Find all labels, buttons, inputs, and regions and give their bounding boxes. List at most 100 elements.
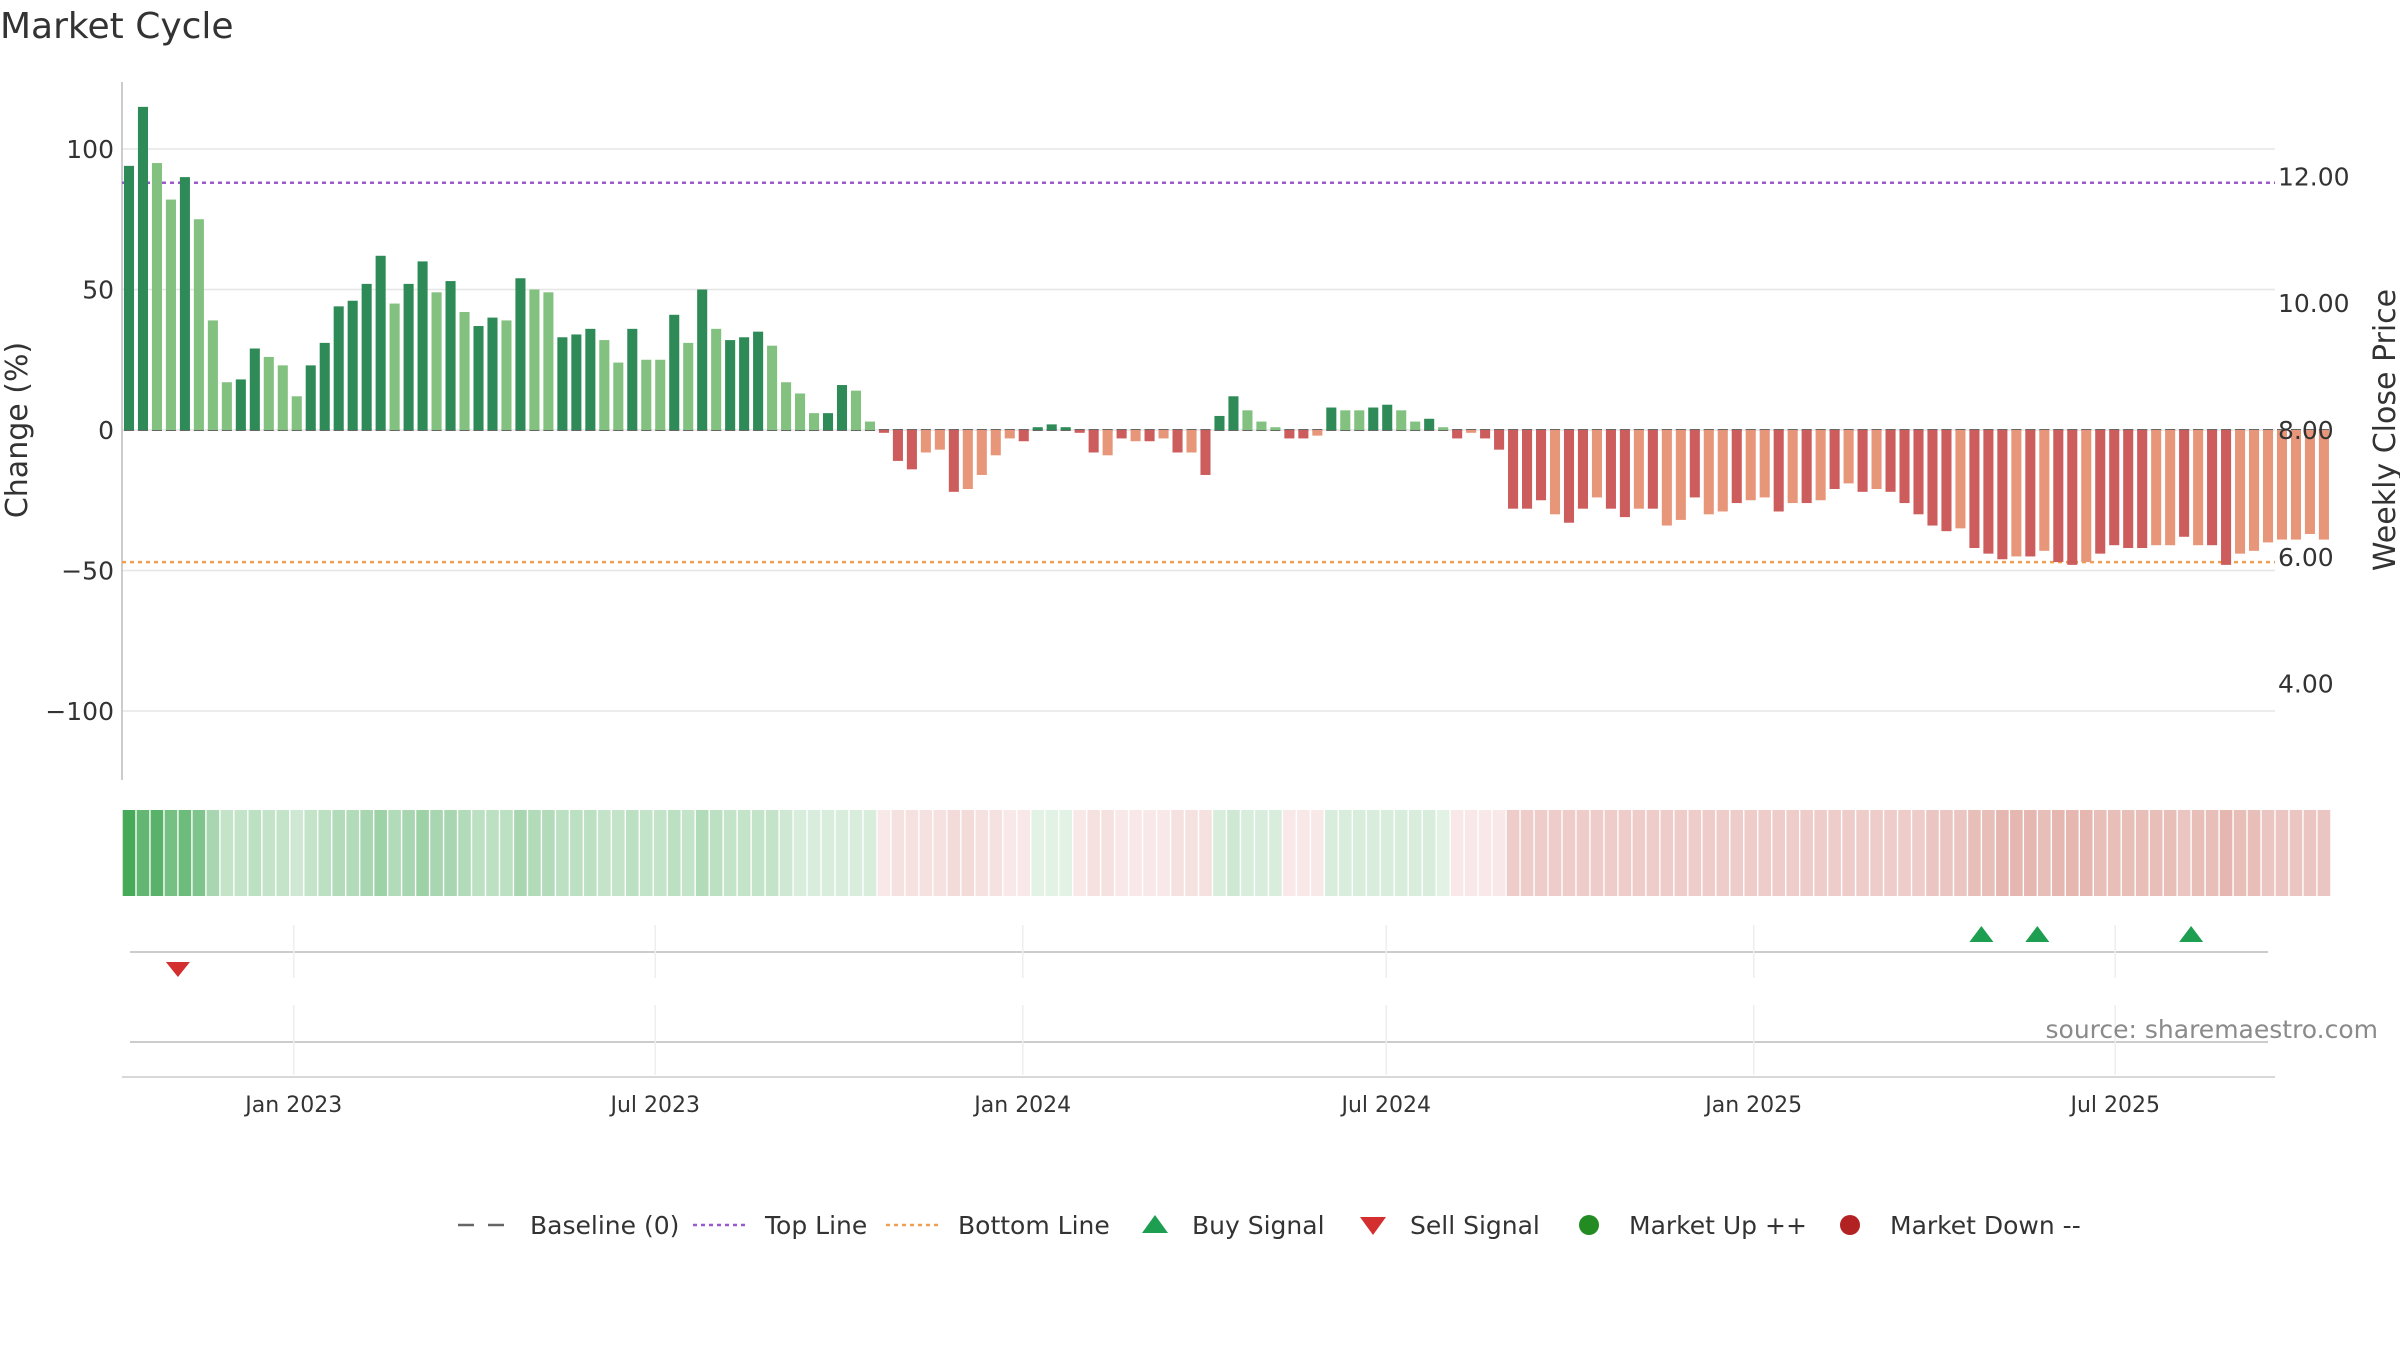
heatmap-cell <box>1506 810 1520 896</box>
bar <box>2081 430 2092 563</box>
heatmap-cell <box>1045 810 1058 896</box>
heatmap-cell <box>2233 810 2247 896</box>
heatmap-cell <box>150 810 164 896</box>
heatmap-cell <box>2205 810 2219 896</box>
heatmap-cell <box>402 810 415 896</box>
bar <box>1172 430 1183 453</box>
heatmap-cell <box>1898 810 1911 896</box>
date-tick-label: Jan 2024 <box>972 1093 1071 1118</box>
bar <box>1522 430 1533 509</box>
heatmap-cell <box>891 810 905 896</box>
bar <box>1731 430 1742 504</box>
bar <box>1508 430 1519 509</box>
heatmap-cell <box>570 810 583 896</box>
heatmap-cell <box>1632 810 1646 896</box>
y2-axis-label: Weekly Close Price <box>2368 289 2400 571</box>
bar <box>822 413 834 430</box>
bar <box>1913 430 1924 515</box>
y-axis-label: Change (%) <box>0 342 35 518</box>
bar <box>2179 430 2190 537</box>
heatmap-cell <box>1422 810 1436 896</box>
buy-signal-marker <box>1969 926 1994 942</box>
y-tick-label: −100 <box>45 697 114 726</box>
bar <box>962 430 973 490</box>
grid-lines <box>122 148 2275 712</box>
heatmap-cell <box>1297 810 1310 896</box>
bar <box>333 306 344 430</box>
heatmap-cell <box>1968 810 1981 896</box>
bar <box>836 385 848 430</box>
bars <box>123 106 2329 565</box>
heatmap-cell <box>1660 810 1674 896</box>
bar <box>1144 430 1155 442</box>
heatmap-cell <box>318 810 332 896</box>
bar <box>2248 430 2260 551</box>
bar <box>1228 396 1239 430</box>
heatmap-cell <box>2093 810 2107 896</box>
bar <box>1298 430 1309 439</box>
bar <box>1382 404 1393 430</box>
heatmap-cell <box>1394 810 1408 896</box>
bar <box>291 396 302 430</box>
bar <box>235 379 246 430</box>
heatmap-cell <box>1814 810 1827 896</box>
bar <box>1717 430 1728 512</box>
heatmap-cell <box>2289 810 2303 896</box>
heatmap-cell <box>709 810 723 896</box>
bar <box>864 421 875 430</box>
bar <box>2276 430 2288 540</box>
heatmap-cell <box>542 810 555 896</box>
bar <box>1549 430 1561 515</box>
bar <box>795 393 806 430</box>
bar <box>920 430 931 453</box>
bar <box>1675 430 1686 520</box>
bar <box>1941 430 1952 532</box>
y2-tick-label: 8.00 <box>2278 416 2334 445</box>
bar <box>1815 430 1826 501</box>
bar <box>1200 430 1211 475</box>
y2-tick-labels: 12.00 10.00 8.00 6.00 4.00 <box>2278 162 2350 698</box>
heatmap-cell <box>304 810 318 896</box>
heatmap-cell <box>2038 810 2051 896</box>
bar <box>1186 430 1197 453</box>
bar <box>2025 430 2036 557</box>
heatmap-cell <box>1520 810 1534 896</box>
heatmap-cell <box>556 810 569 896</box>
heatmap-cell <box>1269 810 1282 896</box>
bar <box>1619 430 1630 518</box>
bar <box>599 340 610 430</box>
legend-sell-symbol <box>1360 1217 1386 1235</box>
heatmap-cell <box>374 810 387 896</box>
heatmap-cell <box>1688 810 1702 896</box>
heatmap-cell <box>1171 810 1184 896</box>
bar <box>1899 430 1910 504</box>
heatmap-cell <box>681 810 695 896</box>
bar <box>2304 430 2315 534</box>
bar <box>990 430 1001 456</box>
heatmap-cell <box>2219 810 2233 896</box>
bar <box>543 292 554 430</box>
bar <box>2109 430 2120 546</box>
heatmap-cell <box>500 810 513 896</box>
bar <box>2318 430 2329 540</box>
legend-item-sell: Sell Signal <box>1360 1211 1540 1240</box>
bar <box>1480 430 1491 439</box>
legend-label: Top Line <box>764 1211 867 1240</box>
bar <box>1871 430 1882 490</box>
bar <box>934 430 945 450</box>
bar <box>2011 430 2022 557</box>
heatmap-cell <box>2121 810 2135 896</box>
heatmap-cell <box>1311 810 1324 896</box>
bar <box>1074 430 1085 433</box>
heatmap-cell <box>388 810 401 896</box>
bar <box>1759 430 1770 498</box>
y-tick-labels: 100 50 0 −50 −100 <box>45 135 114 726</box>
signals-panel <box>130 925 2268 978</box>
heatmap-cell <box>346 810 359 896</box>
sell-signal-marker <box>165 962 190 977</box>
bar <box>137 106 149 430</box>
heatmap-cell <box>1772 810 1785 896</box>
heatmap-cell <box>360 810 373 896</box>
bar <box>1857 430 1868 492</box>
